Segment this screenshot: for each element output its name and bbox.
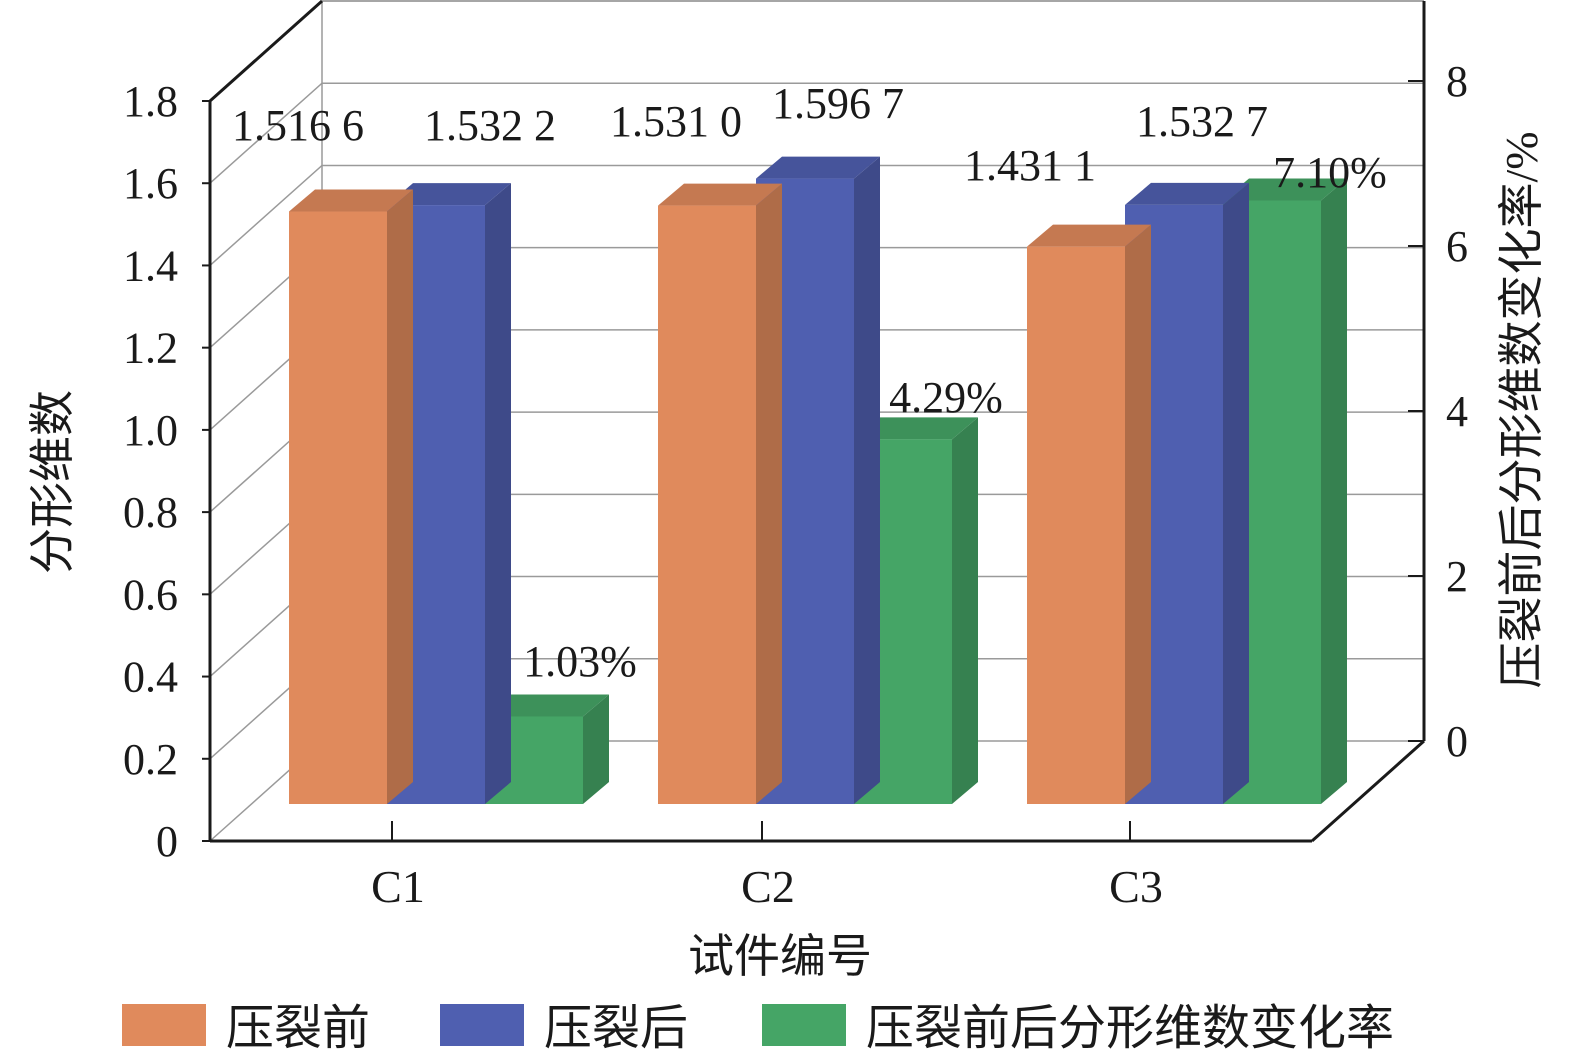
data-label: 1.431 1 bbox=[964, 141, 1096, 190]
data-label: 1.532 7 bbox=[1136, 97, 1268, 146]
y-tick-label: 1.2 bbox=[123, 324, 178, 373]
y-tick-label: 1.6 bbox=[123, 159, 178, 208]
y-tick-label: 0 bbox=[156, 817, 178, 866]
data-label: 1.03% bbox=[523, 637, 637, 686]
bar-top bbox=[485, 694, 609, 717]
y2-tick-label: 6 bbox=[1446, 222, 1468, 271]
y-tick-label: 1.8 bbox=[123, 77, 178, 126]
axes: 0 0.2 0.4 0.6 0.8 1.0 1.2 1.4 1.6 1.8 0 2 4 6 8 C1 C2 C3 bbox=[123, 0, 1468, 912]
y2-tick-label: 4 bbox=[1446, 387, 1468, 436]
bar-front bbox=[1027, 246, 1125, 805]
data-label: 1.516 6 bbox=[232, 101, 364, 150]
y2-tick-label: 0 bbox=[1446, 717, 1468, 766]
bar-top bbox=[387, 183, 511, 206]
bar-side bbox=[1223, 182, 1249, 804]
data-label: 1.596 7 bbox=[772, 79, 904, 128]
data-label: 4.29% bbox=[889, 373, 1003, 422]
y-tick-label: 0.8 bbox=[123, 488, 178, 537]
bar-top bbox=[854, 417, 978, 440]
y2-tick-label: 8 bbox=[1446, 57, 1468, 106]
bar-side bbox=[854, 156, 880, 805]
bar-top bbox=[1223, 178, 1347, 201]
legend-swatch bbox=[122, 1004, 206, 1046]
bars bbox=[289, 156, 1347, 805]
bar-C2-0 bbox=[658, 183, 782, 805]
bar-side bbox=[583, 694, 609, 804]
bar-top bbox=[1027, 224, 1151, 247]
x-axis-title: 试件编号 bbox=[688, 931, 872, 982]
x-tick-label: C1 bbox=[371, 861, 425, 912]
data-label: 1.532 2 bbox=[424, 101, 556, 150]
x-tick-label: C2 bbox=[741, 861, 795, 912]
legend-label: 压裂后 bbox=[544, 1002, 688, 1055]
y-tick-label: 0.4 bbox=[123, 653, 178, 702]
y-axis-title: 分形维数 bbox=[27, 390, 78, 574]
y-tick-label: 0.2 bbox=[123, 735, 178, 784]
gridline bbox=[209, 82, 1424, 184]
bar-side bbox=[387, 189, 413, 804]
bar-side bbox=[1125, 224, 1151, 805]
y-tick-label: 1.0 bbox=[123, 406, 178, 455]
floor-right-edge bbox=[1311, 739, 1425, 843]
data-label: 7.10% bbox=[1273, 148, 1387, 197]
bar-side bbox=[952, 417, 978, 804]
bar-top bbox=[289, 189, 413, 212]
gridline bbox=[209, 164, 1424, 267]
bar-top bbox=[756, 156, 880, 179]
bar-top bbox=[1125, 182, 1249, 205]
bar-top bbox=[658, 183, 782, 206]
legend-label: 压裂前 bbox=[226, 1002, 370, 1055]
bar-C3-0 bbox=[1027, 224, 1151, 805]
bar-front bbox=[658, 205, 756, 805]
bar-side bbox=[1321, 178, 1347, 804]
y2-tick-label: 2 bbox=[1446, 552, 1468, 601]
legend: 压裂前 压裂后 压裂前后分形维数变化率 bbox=[122, 1002, 1394, 1055]
left-wall-top-edge bbox=[209, 0, 323, 103]
legend-swatch bbox=[762, 1004, 846, 1046]
bar-front bbox=[289, 211, 387, 804]
bar-side bbox=[485, 183, 511, 804]
bar-C1-0 bbox=[289, 189, 413, 804]
data-label: 1.531 0 bbox=[610, 97, 742, 146]
y-tick-label: 0.6 bbox=[123, 570, 178, 619]
y2-axis-title: 压裂前后分形维数变化率/% bbox=[1496, 131, 1547, 688]
legend-label: 压裂前后分形维数变化率 bbox=[866, 1002, 1394, 1055]
x-tick-label: C3 bbox=[1109, 861, 1163, 912]
y-tick-label: 1.4 bbox=[123, 241, 178, 290]
legend-swatch bbox=[440, 1004, 524, 1046]
bar-side bbox=[756, 183, 782, 805]
data-labels: 1.516 6 1.532 2 1.03% 1.531 0 1.596 7 4.29% 1.… bbox=[232, 79, 1387, 686]
